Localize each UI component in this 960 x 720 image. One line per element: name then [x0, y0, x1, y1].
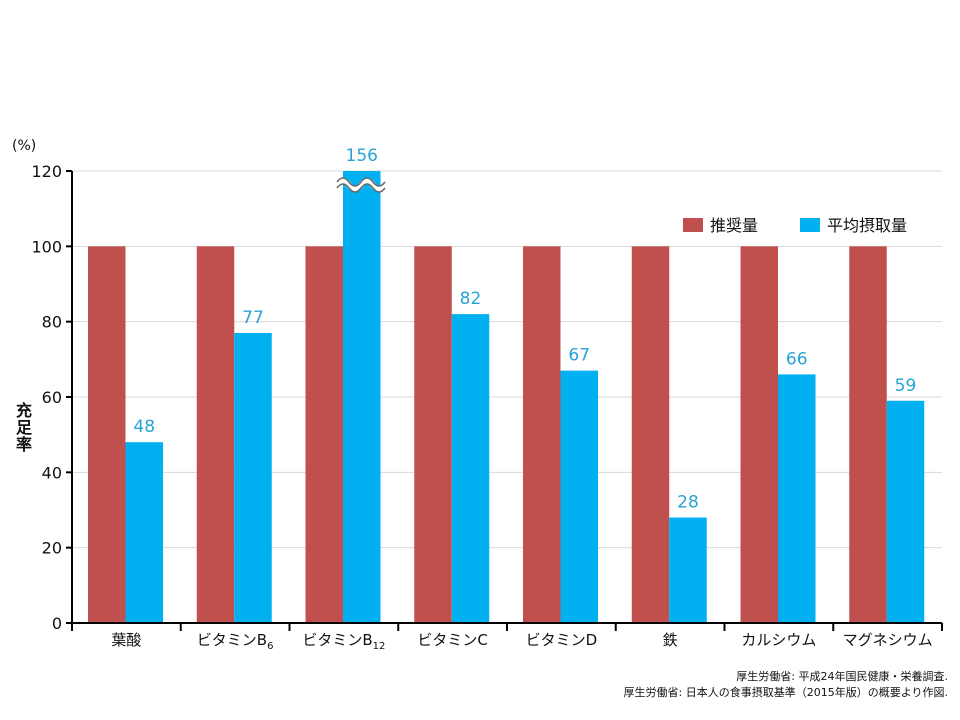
x-tick-label: ビタミンC — [417, 631, 487, 649]
axis-break-icon — [334, 178, 388, 192]
bar-recommended — [740, 246, 778, 624]
legend-label: 平均摂取量 — [827, 216, 907, 235]
x-tick-label: ビタミンB6 — [197, 631, 274, 652]
bar-recommended — [849, 246, 887, 624]
bar-average — [234, 332, 272, 623]
y-tick-label: 0 — [52, 614, 62, 633]
data-label: 77 — [242, 308, 264, 328]
y-tick-label: 100 — [31, 237, 62, 256]
source-line-2: 厚生労働省: 日本人の食事摂取基準（2015年版）の概要より作図. — [624, 685, 948, 699]
source-line-1: 厚生労働省: 平成24年国民健康・栄養調査. — [736, 669, 948, 683]
x-tick-label: ビタミンD — [526, 631, 598, 649]
bar-recommended — [88, 246, 126, 624]
bar-average — [669, 517, 707, 623]
bar-average — [125, 442, 163, 623]
bar-average — [778, 374, 816, 623]
data-label: 28 — [677, 493, 699, 513]
bar-recommended — [414, 246, 452, 624]
data-label: 82 — [460, 289, 482, 309]
y-unit-label: (%) — [12, 138, 36, 154]
x-tick-label: 鉄 — [663, 631, 678, 649]
bar-recommended — [196, 246, 235, 624]
y-axis-label: 充足率 — [13, 402, 32, 453]
bar-average — [451, 314, 490, 623]
x-tick-label: ビタミンB12 — [302, 631, 385, 652]
legend-swatch — [800, 218, 820, 232]
y-tick-label: 120 — [31, 162, 62, 181]
bar-average — [560, 370, 598, 623]
bar-average — [886, 400, 925, 623]
y-tick-label: 40 — [42, 463, 62, 482]
data-label: 66 — [786, 349, 808, 369]
bar-recommended — [305, 246, 343, 624]
y-tick-label: 20 — [42, 539, 62, 558]
data-label: 156 — [346, 146, 378, 166]
data-label: 48 — [133, 417, 155, 437]
y-tick-label: 60 — [42, 388, 62, 407]
legend-label: 推奨量 — [710, 216, 758, 235]
legend-swatch — [683, 218, 703, 232]
data-label: 59 — [895, 376, 917, 396]
bar-average — [343, 171, 381, 623]
x-tick-label: 葉酸 — [111, 631, 141, 649]
x-tick-label: マグネシウム — [843, 631, 933, 649]
data-label: 67 — [568, 346, 590, 366]
bar-recommended — [631, 246, 670, 624]
x-tick-label: カルシウム — [741, 631, 816, 649]
y-tick-label: 80 — [42, 313, 62, 332]
bar-recommended — [523, 246, 561, 624]
axis-break-icon — [336, 177, 386, 193]
